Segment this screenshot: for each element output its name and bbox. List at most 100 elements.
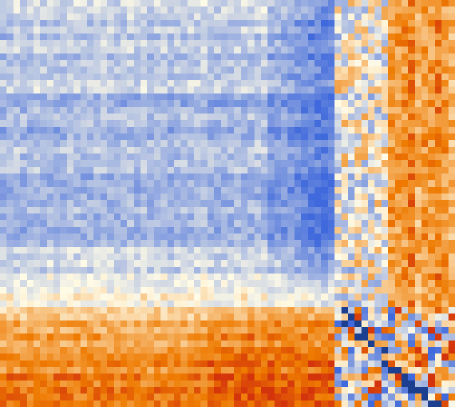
heatmap-cell	[127, 306, 135, 315]
heatmap-cell	[40, 380, 48, 388]
heatmap-cell	[140, 60, 148, 68]
heatmap-cell	[180, 386, 188, 395]
heatmap-cell	[147, 213, 155, 221]
heatmap-cell	[408, 206, 416, 215]
heatmap-cell	[6, 380, 14, 388]
heatmap-cell	[227, 260, 235, 268]
heatmap-cell	[287, 253, 296, 261]
heatmap-cell	[200, 213, 209, 221]
heatmap-cell	[421, 13, 429, 21]
heatmap-cell	[13, 126, 21, 135]
heatmap-cell	[200, 246, 209, 255]
heatmap-cell	[301, 380, 309, 388]
heatmap-cell	[66, 373, 75, 381]
heatmap-cell	[53, 226, 61, 235]
heatmap-cell	[26, 53, 35, 61]
heatmap-cell	[6, 133, 14, 141]
heatmap-cell	[33, 273, 41, 281]
heatmap-cell	[234, 286, 242, 295]
heatmap-cell	[441, 226, 449, 235]
heatmap-cell	[0, 400, 8, 407]
heatmap-cell	[73, 166, 81, 175]
heatmap-cell	[448, 126, 455, 135]
heatmap-cell	[414, 313, 423, 321]
heatmap-cell	[448, 60, 455, 68]
heatmap-cell	[207, 320, 215, 328]
heatmap-cell	[428, 120, 436, 128]
heatmap-cell	[113, 146, 122, 155]
heatmap-cell	[428, 53, 436, 61]
heatmap-cell	[307, 286, 316, 295]
heatmap-cell	[187, 60, 195, 68]
heatmap-cell	[40, 40, 48, 48]
heatmap-cell	[60, 253, 68, 261]
heatmap-cell	[354, 266, 362, 275]
heatmap-cell	[147, 153, 155, 161]
heatmap-cell	[441, 80, 449, 88]
heatmap-cell	[401, 186, 409, 195]
heatmap-cell	[80, 306, 88, 315]
heatmap-cell	[33, 126, 41, 135]
heatmap-cell	[354, 366, 362, 375]
heatmap-cell	[254, 100, 262, 108]
heatmap-cell	[6, 280, 14, 288]
heatmap-cell	[314, 26, 322, 34]
heatmap-cell	[60, 146, 68, 155]
heatmap-cell	[66, 120, 75, 128]
heatmap-cell	[434, 180, 443, 188]
heatmap-cell	[314, 173, 322, 181]
heatmap-cell	[260, 220, 269, 228]
heatmap-cell	[100, 380, 108, 388]
heatmap-cell	[33, 346, 41, 355]
heatmap-cell	[120, 380, 128, 388]
heatmap-cell	[307, 66, 316, 74]
heatmap-cell	[314, 206, 322, 215]
heatmap-cell	[120, 246, 128, 255]
heatmap-cell	[207, 160, 215, 168]
heatmap-cell	[227, 206, 235, 215]
heatmap-cell	[274, 0, 282, 8]
heatmap-cell	[140, 366, 148, 375]
heatmap-cell	[327, 26, 336, 34]
heatmap-cell	[394, 340, 403, 348]
heatmap-cell	[66, 33, 75, 41]
heatmap-cell	[274, 293, 282, 301]
heatmap-cell	[301, 20, 309, 28]
heatmap-cell	[374, 146, 382, 155]
heatmap-cell	[86, 273, 95, 281]
heatmap-cell	[354, 253, 362, 261]
heatmap-cell	[347, 60, 356, 68]
heatmap-cell	[274, 186, 282, 195]
heatmap-cell	[274, 73, 282, 81]
heatmap-cell	[20, 200, 28, 208]
heatmap-cell	[307, 353, 316, 361]
heatmap-cell	[267, 166, 275, 175]
heatmap-cell	[20, 393, 28, 401]
heatmap-cell	[93, 120, 101, 128]
heatmap-cell	[394, 153, 403, 161]
heatmap-cell	[401, 180, 409, 188]
heatmap-cell	[408, 20, 416, 28]
heatmap-cell	[20, 126, 28, 135]
heatmap-cell	[327, 166, 336, 175]
heatmap-cell	[381, 233, 389, 241]
heatmap-cell	[314, 180, 322, 188]
heatmap-cell	[173, 6, 182, 14]
heatmap-cell	[107, 120, 115, 128]
heatmap-cell	[394, 86, 403, 95]
heatmap-cell	[408, 246, 416, 255]
heatmap-cell	[334, 193, 342, 201]
heatmap-cell	[287, 40, 296, 48]
heatmap-cell	[334, 100, 342, 108]
heatmap-cell	[334, 280, 342, 288]
heatmap-cell	[414, 113, 423, 121]
heatmap-cell	[287, 113, 296, 121]
heatmap-cell	[187, 240, 195, 248]
heatmap-cell	[294, 120, 302, 128]
heatmap-cell	[73, 33, 81, 41]
heatmap-cell	[321, 40, 329, 48]
heatmap-cell	[214, 293, 222, 301]
heatmap-cell	[294, 320, 302, 328]
heatmap-cell	[374, 66, 382, 74]
heatmap-cell	[388, 260, 396, 268]
